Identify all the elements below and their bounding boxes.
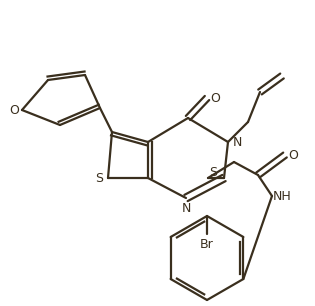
Text: O: O bbox=[288, 148, 298, 162]
Text: S: S bbox=[209, 166, 217, 178]
Text: O: O bbox=[9, 103, 19, 117]
Text: N: N bbox=[181, 201, 191, 215]
Text: O: O bbox=[210, 91, 220, 105]
Text: Br: Br bbox=[200, 237, 214, 251]
Text: N: N bbox=[232, 136, 242, 148]
Text: S: S bbox=[95, 171, 103, 185]
Text: NH: NH bbox=[272, 189, 291, 203]
